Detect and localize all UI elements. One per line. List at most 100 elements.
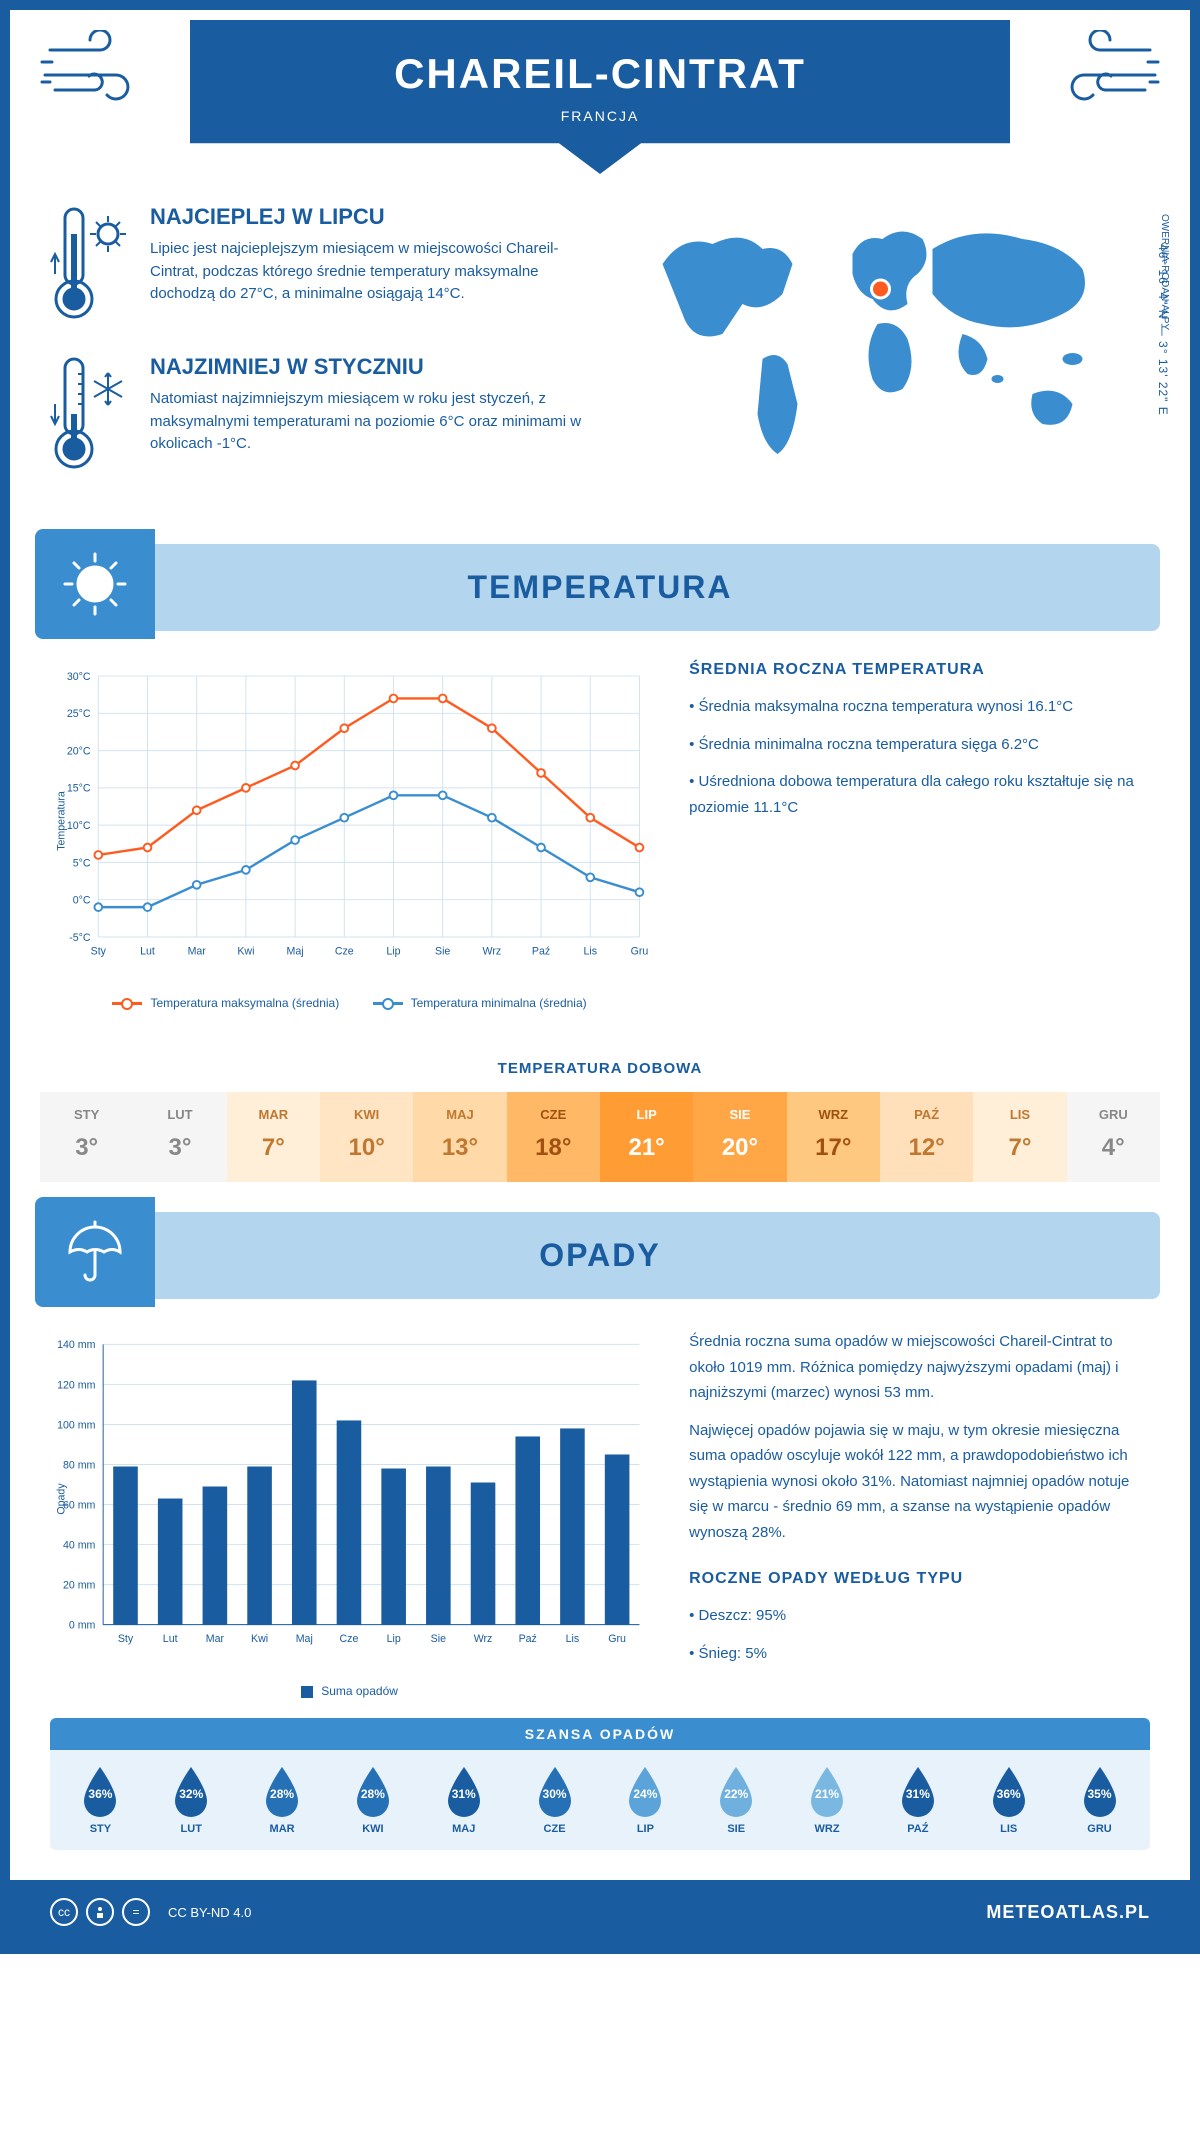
precip-chance-block: SZANSA OPADÓW 36%STY32%LUT28%MAR28%KWI31… bbox=[50, 1718, 1150, 1850]
avg-bullet-1: • Średnia maksymalna roczna temperatura … bbox=[689, 694, 1150, 720]
legend-max-label: Temperatura maksymalna (średnia) bbox=[150, 996, 339, 1010]
precipitation-title: OPADY bbox=[65, 1237, 1135, 1274]
avg-temp-title: ŚREDNIA ROCZNA TEMPERATURA bbox=[689, 661, 1150, 679]
svg-text:Sty: Sty bbox=[118, 1633, 134, 1645]
cc-license: cc = CC BY-ND 4.0 bbox=[50, 1898, 251, 1926]
svg-text:Wrz: Wrz bbox=[474, 1633, 493, 1645]
chance-cell: 21%WRZ bbox=[782, 1765, 873, 1835]
chance-cell: 31%PAŹ bbox=[872, 1765, 963, 1835]
svg-text:25°C: 25°C bbox=[67, 708, 91, 720]
chance-cell: 32%LUT bbox=[146, 1765, 237, 1835]
svg-text:Lut: Lut bbox=[163, 1633, 178, 1645]
map-col: OWERNIA-RODAN-ALPY 46° 16' 4" N — 3° 13'… bbox=[615, 204, 1150, 504]
temp-legend: Temperatura maksymalna (średnia) Tempera… bbox=[50, 996, 649, 1010]
svg-text:0°C: 0°C bbox=[73, 895, 91, 907]
chance-cell: 31%MAJ bbox=[418, 1765, 509, 1835]
avg-bullet-2: • Średnia minimalna roczna temperatura s… bbox=[689, 732, 1150, 758]
precip-type-2: • Śnieg: 5% bbox=[689, 1641, 1150, 1667]
wind-icon-right bbox=[1040, 30, 1160, 110]
warmest-text: NAJCIEPLEJ W LIPCU Lipiec jest najcieple… bbox=[150, 204, 585, 329]
svg-text:Cze: Cze bbox=[340, 1633, 359, 1645]
chance-cell: 36%STY bbox=[55, 1765, 146, 1835]
precip-chart-area: 0 mm20 mm40 mm60 mm80 mm100 mm120 mm140 … bbox=[50, 1329, 649, 1698]
daily-temp-cell: GRU4° bbox=[1067, 1092, 1160, 1182]
svg-text:Lip: Lip bbox=[387, 1633, 401, 1645]
svg-text:Lut: Lut bbox=[140, 945, 155, 957]
svg-text:80 mm: 80 mm bbox=[63, 1459, 96, 1471]
country-subtitle: FRANCJA bbox=[210, 108, 990, 124]
svg-text:40 mm: 40 mm bbox=[63, 1539, 96, 1551]
svg-text:Gru: Gru bbox=[608, 1633, 626, 1645]
daily-temp-cell: LUT3° bbox=[133, 1092, 226, 1182]
legend-min-label: Temperatura minimalna (średnia) bbox=[411, 996, 587, 1010]
precip-type-title: ROCZNE OPADY WEDŁUG TYPU bbox=[689, 1570, 1150, 1588]
precip-text-2: Najwięcej opadów pojawia się w maju, w t… bbox=[689, 1418, 1150, 1546]
svg-text:Cze: Cze bbox=[335, 945, 354, 957]
intro-section: NAJCIEPLEJ W LIPCU Lipiec jest najcieple… bbox=[10, 174, 1190, 524]
chance-title: SZANSA OPADÓW bbox=[50, 1718, 1150, 1750]
nd-icon: = bbox=[122, 1898, 150, 1926]
svg-text:Gru: Gru bbox=[631, 945, 649, 957]
temperature-header: TEMPERATURA bbox=[40, 544, 1160, 631]
svg-text:Lis: Lis bbox=[583, 945, 597, 957]
svg-text:10°C: 10°C bbox=[67, 820, 91, 832]
svg-text:0 mm: 0 mm bbox=[69, 1619, 96, 1631]
temperature-line-chart: -5°C0°C5°C10°C15°C20°C25°C30°CStyLutMarK… bbox=[50, 661, 649, 981]
cc-icon: cc bbox=[50, 1898, 78, 1926]
svg-text:Lis: Lis bbox=[566, 1633, 580, 1645]
warmest-body: Lipiec jest najcieplejszym miesiącem w m… bbox=[150, 238, 585, 306]
precipitation-header: OPADY bbox=[40, 1212, 1160, 1299]
chance-cell: 24%LIP bbox=[600, 1765, 691, 1835]
chance-cell: 30%CZE bbox=[509, 1765, 600, 1835]
thermometer-hot-icon bbox=[50, 204, 130, 329]
daily-temp-cell: LIS7° bbox=[973, 1092, 1066, 1182]
by-icon bbox=[86, 1898, 114, 1926]
footer: cc = CC BY-ND 4.0 METEOATLAS.PL bbox=[10, 1880, 1190, 1944]
svg-text:Sty: Sty bbox=[91, 945, 107, 957]
svg-text:-5°C: -5°C bbox=[69, 932, 91, 944]
warmest-title: NAJCIEPLEJ W LIPCU bbox=[150, 204, 585, 230]
site-name: METEOATLAS.PL bbox=[986, 1902, 1150, 1923]
daily-temp-cell: KWI10° bbox=[320, 1092, 413, 1182]
temperature-content: -5°C0°C5°C10°C15°C20°C25°C30°CStyLutMarK… bbox=[10, 631, 1190, 1040]
daily-temp-cell: SIE20° bbox=[693, 1092, 786, 1182]
svg-text:Sie: Sie bbox=[431, 1633, 446, 1645]
svg-text:30°C: 30°C bbox=[67, 671, 91, 683]
svg-text:Paź: Paź bbox=[519, 1633, 537, 1645]
page: CHAREIL-CINTRAT FRANCJA NAJCIEPLEJ W LIP… bbox=[0, 0, 1200, 1954]
svg-text:60 mm: 60 mm bbox=[63, 1499, 96, 1511]
intro-text-col: NAJCIEPLEJ W LIPCU Lipiec jest najcieple… bbox=[50, 204, 585, 504]
svg-text:5°C: 5°C bbox=[73, 857, 91, 869]
coldest-text: NAJZIMNIEJ W STYCZNIU Natomiast najzimni… bbox=[150, 354, 585, 479]
chance-cell: 36%LIS bbox=[963, 1765, 1054, 1835]
precip-type-1: • Deszcz: 95% bbox=[689, 1603, 1150, 1629]
warmest-block: NAJCIEPLEJ W LIPCU Lipiec jest najcieple… bbox=[50, 204, 585, 329]
daily-temp-cell: PAŹ12° bbox=[880, 1092, 973, 1182]
legend-min: Temperatura minimalna (średnia) bbox=[373, 996, 587, 1010]
precipitation-content: 0 mm20 mm40 mm60 mm80 mm100 mm120 mm140 … bbox=[10, 1299, 1190, 1708]
daily-temp-cell: STY3° bbox=[40, 1092, 133, 1182]
temperature-title: TEMPERATURA bbox=[65, 569, 1135, 606]
coldest-body: Natomiast najzimniejszym miesiącem w rok… bbox=[150, 388, 585, 456]
precip-text-1: Średnia roczna suma opadów w miejscowośc… bbox=[689, 1329, 1150, 1406]
svg-text:Maj: Maj bbox=[296, 1633, 313, 1645]
legend-precip: Suma opadów bbox=[301, 1684, 398, 1698]
avg-bullet-3: • Uśredniona dobowa temperatura dla całe… bbox=[689, 769, 1150, 820]
license-text: CC BY-ND 4.0 bbox=[168, 1905, 251, 1920]
svg-text:15°C: 15°C bbox=[67, 783, 91, 795]
chance-cell: 35%GRU bbox=[1054, 1765, 1145, 1835]
daily-temp-cell: LIP21° bbox=[600, 1092, 693, 1182]
precip-legend: Suma opadów bbox=[50, 1684, 649, 1698]
legend-precip-swatch bbox=[301, 1686, 313, 1698]
daily-temp-cell: WRZ17° bbox=[787, 1092, 880, 1182]
temp-chart-area: -5°C0°C5°C10°C15°C20°C25°C30°CStyLutMarK… bbox=[50, 661, 649, 1010]
svg-text:Lip: Lip bbox=[386, 945, 400, 957]
daily-temp-cell: CZE18° bbox=[507, 1092, 600, 1182]
daily-temp-grid: STY3°LUT3°MAR7°KWI10°MAJ13°CZE18°LIP21°S… bbox=[40, 1092, 1160, 1182]
svg-text:Sie: Sie bbox=[435, 945, 450, 957]
coldest-block: NAJZIMNIEJ W STYCZNIU Natomiast najzimni… bbox=[50, 354, 585, 479]
svg-text:100 mm: 100 mm bbox=[57, 1419, 95, 1431]
precipitation-bar-chart: 0 mm20 mm40 mm60 mm80 mm100 mm120 mm140 … bbox=[50, 1329, 649, 1669]
header-wrap: CHAREIL-CINTRAT FRANCJA bbox=[10, 10, 1190, 174]
daily-temp-cell: MAJ13° bbox=[413, 1092, 506, 1182]
